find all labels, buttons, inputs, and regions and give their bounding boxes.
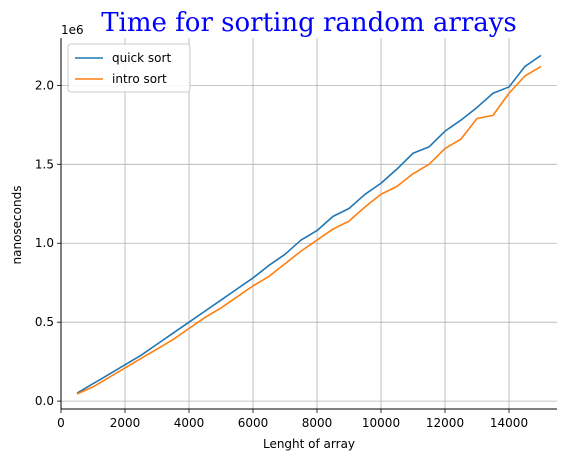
x-ticks: 0 2000 4000 6000 8000 10000 12000 14000 (57, 409, 528, 430)
y-axis-label: nanoseconds (10, 186, 24, 265)
y-offset-text: 1e6 (61, 23, 84, 37)
x-tick-label: 6000 (238, 416, 269, 430)
y-tick-label: 1.5 (35, 157, 54, 171)
series-line-quick-sort (76, 54, 542, 394)
series-line-intro-sort (76, 65, 542, 395)
series-layer (76, 54, 542, 395)
y-tick-label: 0.5 (35, 315, 54, 329)
y-ticks: 0.0 0.5 1.0 1.5 2.0 (35, 78, 61, 408)
x-tick-label: 2000 (110, 416, 141, 430)
y-tick-label: 1.0 (35, 236, 54, 250)
y-tick-label: 2.0 (35, 78, 54, 92)
legend-label-quick-sort: quick sort (112, 51, 171, 65)
legend-label-intro-sort: intro sort (112, 72, 167, 86)
x-tick-label: 12000 (426, 416, 464, 430)
x-tick-label: 8000 (302, 416, 333, 430)
x-tick-label: 4000 (174, 416, 205, 430)
grid-lines (60, 38, 557, 409)
chart-title: Time for sorting random arrays (101, 8, 517, 38)
x-axis-label: Lenght of array (263, 437, 355, 451)
x-tick-label: 10000 (362, 416, 400, 430)
legend: quick sort intro sort (67, 43, 191, 93)
x-tick-label: 0 (57, 416, 65, 430)
x-tick-label: 14000 (490, 416, 528, 430)
axes-spines (60, 38, 557, 410)
legend-box (67, 43, 191, 93)
y-tick-label: 0.0 (35, 394, 54, 408)
